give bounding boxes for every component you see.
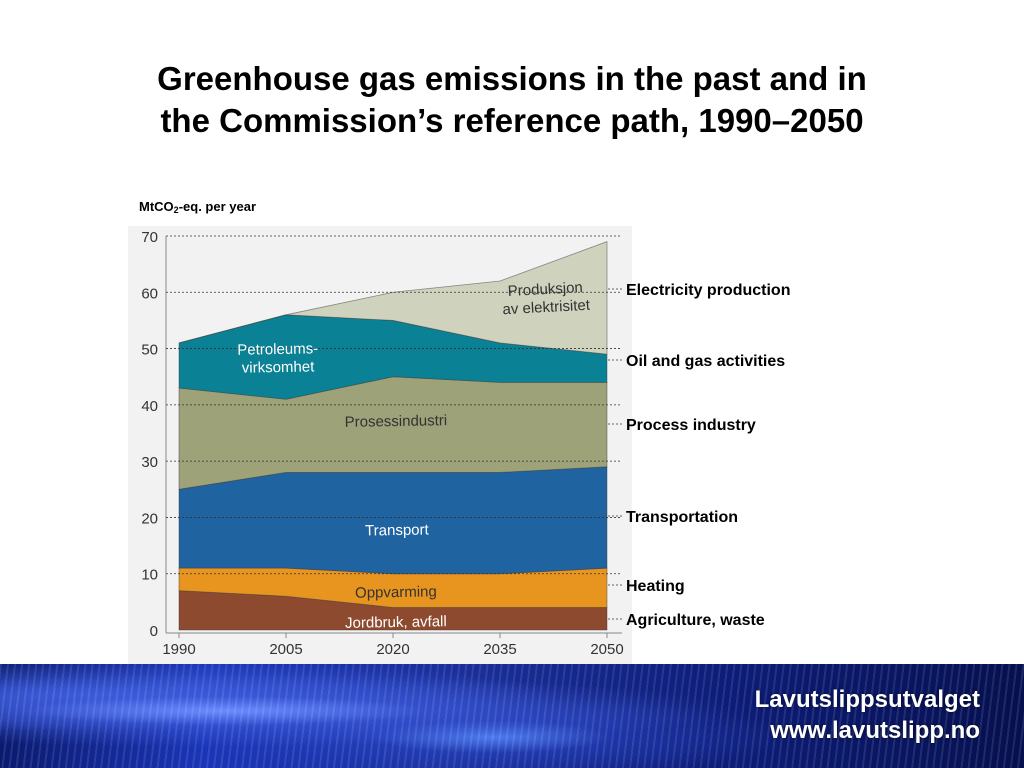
y-tick-label-10: 10 bbox=[141, 567, 158, 584]
slide-title-line-2: the Commission’s reference path, 1990–20… bbox=[160, 102, 864, 139]
x-tick-label-2050: 2050 bbox=[590, 641, 623, 658]
y-tick-label-20: 20 bbox=[141, 510, 158, 527]
y-axis-label-rest: -eq. per year bbox=[178, 199, 257, 214]
y-tick-label-0: 0 bbox=[150, 623, 158, 640]
area-label-heating: Oppvarming bbox=[355, 583, 437, 601]
area-electricity-production bbox=[178, 241, 608, 355]
y-tick-label-30: 30 bbox=[141, 454, 158, 471]
website-link[interactable]: www.lavutslipp.no bbox=[770, 717, 980, 744]
y-axis-label-main: MtCO bbox=[139, 199, 174, 214]
legend-label-agriculture-waste: Agriculture, waste bbox=[626, 612, 765, 629]
y-tick-label-70: 70 bbox=[141, 229, 158, 246]
area-label-oil-and-gas-activities: Petroleums-virksomhet bbox=[237, 340, 318, 376]
footer-brand: Lavutslippsutvalget www.lavutslipp.no bbox=[755, 684, 980, 746]
legend-label-electricity-production: Electricity production bbox=[626, 282, 790, 299]
slide-title-line-1: Greenhouse gas emissions in the past and… bbox=[157, 60, 867, 97]
y-tick-label-60: 60 bbox=[141, 285, 158, 302]
legend-label-process-industry: Process industry bbox=[626, 417, 756, 434]
x-tick-label-1990: 1990 bbox=[162, 641, 195, 658]
x-tick-label-2005: 2005 bbox=[269, 641, 302, 658]
y-tick-label-50: 50 bbox=[141, 342, 158, 359]
area-label-process-industry: Prosessindustri bbox=[345, 412, 448, 431]
footer-banner: Lavutslippsutvalget www.lavutslipp.no bbox=[0, 664, 1024, 768]
area-label-agriculture-waste: Jordbruk, avfall bbox=[345, 613, 447, 632]
x-tick-label-2020: 2020 bbox=[376, 641, 409, 658]
slide-title: Greenhouse gas emissions in the past and… bbox=[0, 58, 1024, 142]
legend-label-transportation: Transportation bbox=[626, 509, 738, 526]
x-tick-label-2035: 2035 bbox=[483, 641, 516, 658]
legend-label-heating: Heating bbox=[626, 578, 685, 595]
organization-name: Lavutslippsutvalget bbox=[754, 686, 980, 713]
y-axis-label: MtCO2-eq. per year bbox=[139, 199, 256, 215]
y-tick-label-40: 40 bbox=[141, 398, 158, 415]
area-label-transportation: Transport bbox=[365, 521, 430, 539]
y-axis-label-subscript: 2 bbox=[173, 205, 179, 215]
area-label-electricity-production: Produksjonav elektrisitet bbox=[501, 279, 591, 319]
area-transportation bbox=[178, 466, 608, 575]
legend-label-oil-and-gas-activities: Oil and gas activities bbox=[626, 353, 785, 370]
